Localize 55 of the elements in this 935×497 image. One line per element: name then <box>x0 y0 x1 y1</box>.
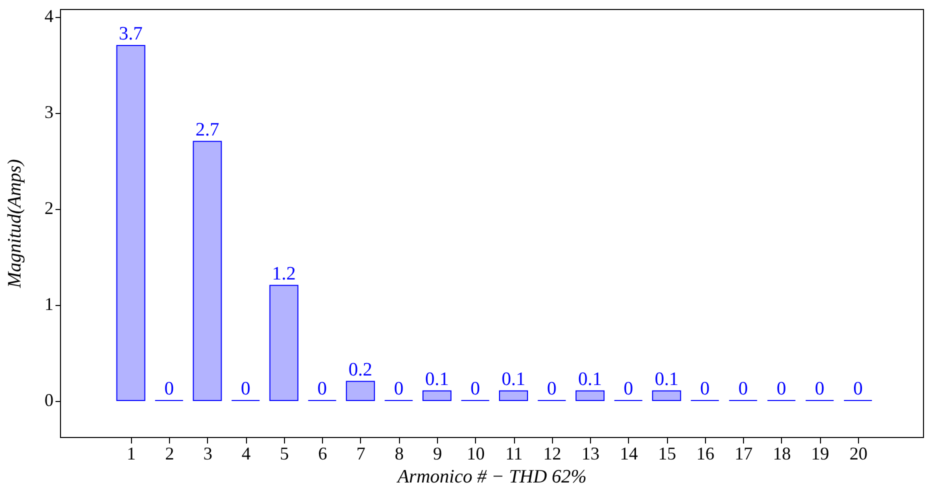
x-tick-label: 16 <box>696 444 714 464</box>
x-tick-label: 4 <box>242 444 251 464</box>
data-label: 0.2 <box>348 359 372 380</box>
data-label: 0.1 <box>502 368 526 390</box>
data-label: 0 <box>700 378 710 400</box>
data-label: 0 <box>547 378 557 400</box>
x-tick-label: 15 <box>658 444 676 464</box>
data-label: 0 <box>394 378 404 400</box>
x-tick-label: 10 <box>466 444 485 464</box>
data-label: 0 <box>738 378 748 400</box>
x-tick-label: 3 <box>203 444 212 464</box>
y-tick-label: 4 <box>44 6 54 26</box>
y-tick-label: 3 <box>44 102 54 122</box>
x-tick-label: 7 <box>356 444 366 464</box>
x-tick-label: 5 <box>280 444 289 464</box>
data-label: 0.1 <box>578 368 602 390</box>
x-tick-label: 6 <box>318 444 328 464</box>
bar <box>499 390 528 402</box>
data-label: 0 <box>317 378 327 400</box>
x-tick-label: 2 <box>165 444 174 464</box>
bar <box>116 44 146 402</box>
x-tick-label: 14 <box>620 444 638 464</box>
bar <box>422 390 452 402</box>
x-tick-label: 1 <box>126 444 136 464</box>
x-tick-label: 12 <box>543 444 562 464</box>
x-tick-label: 9 <box>432 444 442 464</box>
bar <box>192 140 222 402</box>
data-label: 0 <box>853 378 863 400</box>
x-tick-label: 20 <box>849 444 868 464</box>
y-axis-title: Magnitud(Amps) <box>4 159 26 289</box>
data-label: 0 <box>164 378 174 400</box>
x-tick-label: 11 <box>505 444 523 464</box>
y-tick-label: 0 <box>44 390 54 410</box>
x-tick-label: 17 <box>734 444 753 464</box>
bar <box>269 284 298 402</box>
data-label: 3.7 <box>118 23 143 44</box>
bar <box>576 390 605 402</box>
data-label: 0 <box>240 378 250 400</box>
x-tick-label: 13 <box>582 444 600 464</box>
data-label: 0 <box>624 378 634 400</box>
data-label: 0 <box>470 378 480 400</box>
x-tick-label: 8 <box>394 444 404 464</box>
bar <box>652 390 682 402</box>
x-tick-label: 19 <box>811 444 830 464</box>
data-label: 0.1 <box>654 368 678 390</box>
x-tick-label: 18 <box>772 444 791 464</box>
y-tick-label: 2 <box>44 198 54 218</box>
x-axis-title: Armonico # − THD 62% <box>395 466 587 488</box>
y-tick-label: 1 <box>44 294 54 314</box>
data-label: 0.1 <box>425 368 449 390</box>
data-label: 2.7 <box>195 119 220 140</box>
data-label: 0 <box>776 378 786 400</box>
data-label: 0 <box>814 378 824 400</box>
bar <box>346 380 375 402</box>
data-label: 1.2 <box>272 263 296 284</box>
